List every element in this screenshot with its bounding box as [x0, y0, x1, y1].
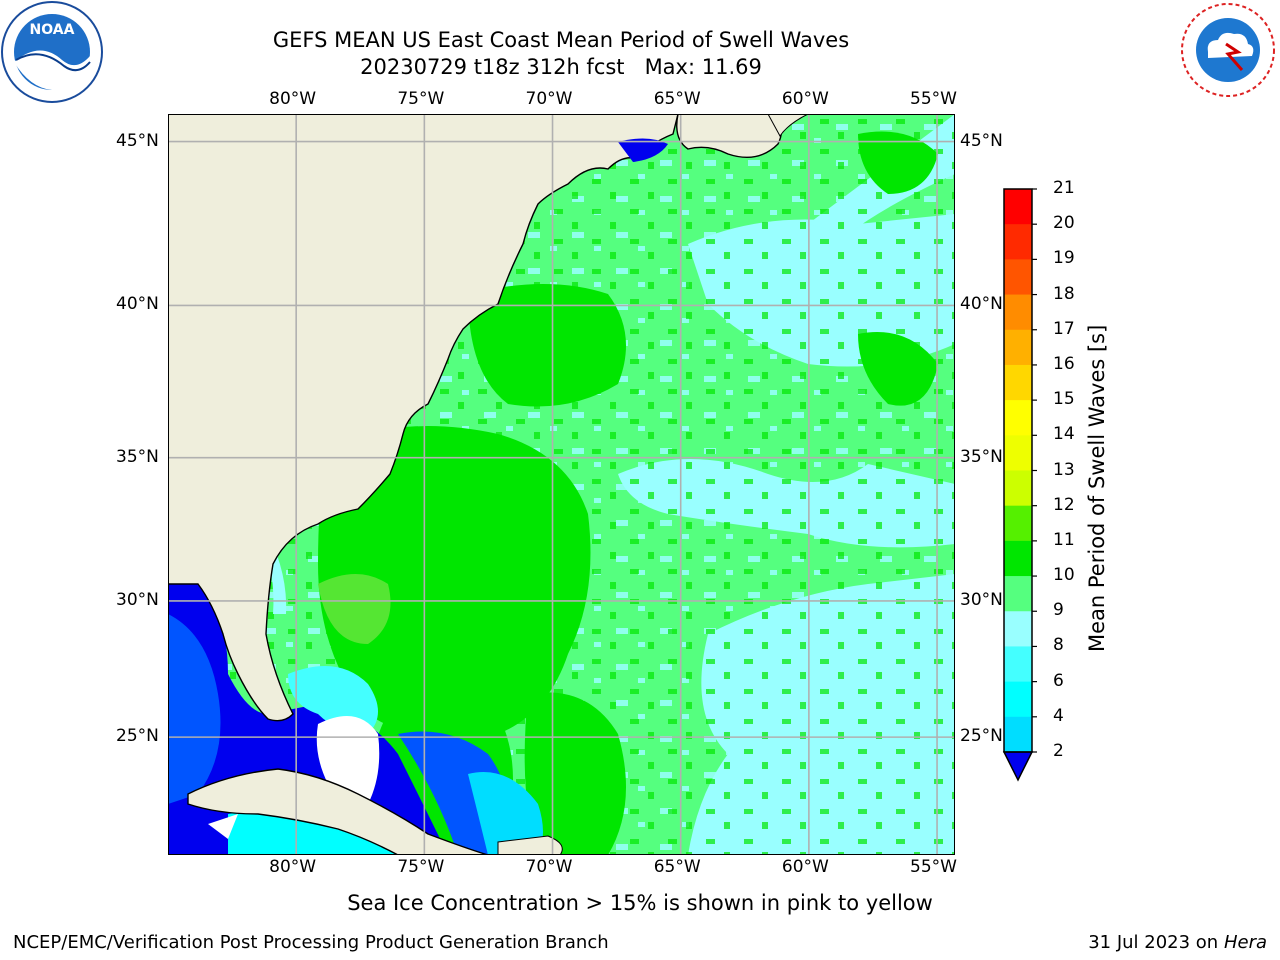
noaa-logo-text: NOAA: [30, 22, 75, 38]
lat-tick-label: 40°N: [116, 294, 159, 315]
lat-tick-label: 25°N: [960, 726, 1003, 747]
lon-tick-label: 55°W: [910, 857, 957, 877]
colorbar-tick-label: 19: [1053, 248, 1075, 269]
colorbar-segment: [1004, 576, 1032, 612]
colorbar: [1002, 188, 1037, 782]
lon-tick-label: 80°W: [269, 89, 317, 109]
map-panel: [168, 114, 955, 855]
lat-tick-label: 25°N: [116, 726, 159, 747]
colorbar-tick-label: 15: [1053, 389, 1075, 410]
colorbar-segment: [1004, 681, 1032, 718]
lon-tick-label: 65°W: [653, 857, 701, 877]
footer-credit: NCEP/EMC/Verification Post Processing Pr…: [13, 932, 609, 953]
lon-tick-label: 70°W: [525, 89, 573, 109]
lon-tick-label: 75°W: [397, 857, 445, 877]
colorbar-segment: [1004, 189, 1032, 225]
colorbar-segment: [1004, 294, 1032, 331]
colorbar-segment: [1004, 611, 1032, 647]
colorbar-tick-label: 16: [1053, 353, 1075, 374]
colorbar-segment: [1004, 716, 1032, 753]
colorbar-tick-label: 12: [1053, 494, 1075, 515]
colorbar-segment: [1004, 470, 1032, 507]
footer-date-text: 31 Jul 2023 on: [1088, 932, 1224, 953]
lat-tick-label: 45°N: [116, 130, 159, 151]
colorbar-segment: [1004, 364, 1032, 401]
colorbar-segment: [1004, 435, 1032, 471]
colorbar-segment: [1004, 646, 1032, 683]
nws-logo: [1180, 2, 1276, 98]
sea-ice-note: Sea Ice Concentration > 15% is shown in …: [347, 891, 933, 915]
colorbar-segment: [1004, 329, 1032, 366]
colorbar-label: Mean Period of Swell Waves [s]: [1085, 324, 1109, 652]
colorbar-tick-label: 4: [1053, 705, 1064, 726]
colorbar-tick-label: 9: [1053, 600, 1064, 621]
colorbar-tick-label: 14: [1053, 424, 1075, 445]
lon-tick-label: 75°W: [397, 89, 445, 109]
footer-machine: Hera: [1223, 932, 1267, 953]
lon-tick-label: 70°W: [525, 857, 573, 877]
colorbar-tick-label: 6: [1053, 670, 1064, 691]
colorbar-tick-label: 20: [1053, 213, 1075, 234]
colorbar-tick-label: 8: [1053, 635, 1064, 656]
colorbar-tick-label: 10: [1053, 565, 1075, 586]
colorbar-segment: [1004, 540, 1032, 577]
colorbar-underflow-arrow: [1002, 751, 1034, 782]
lat-tick-label: 40°N: [960, 294, 1003, 315]
lon-tick-label: 60°W: [781, 89, 829, 109]
lat-tick-label: 35°N: [116, 446, 159, 467]
lon-tick-label: 65°W: [653, 89, 701, 109]
colorbar-segment: [1004, 400, 1032, 436]
colorbar-segment: [1004, 505, 1032, 542]
lat-tick-label: 30°N: [960, 589, 1003, 610]
colorbar-tick-label: 2: [1053, 741, 1064, 761]
footer-date: 31 Jul 2023 on Hera: [1088, 932, 1267, 953]
lat-tick-label: 35°N: [960, 446, 1003, 467]
lon-tick-label: 80°W: [269, 857, 317, 877]
colorbar-segment: [1004, 259, 1032, 296]
noaa-logo: NOAA: [1, 1, 103, 103]
colorbar-segment: [1004, 224, 1032, 260]
colorbar-tick-label: 11: [1053, 529, 1075, 550]
colorbar-tick-label: 21: [1053, 178, 1075, 198]
map-subtitle: 20230729 t18z 312h fcst Max: 11.69: [360, 55, 762, 79]
lat-tick-label: 30°N: [116, 589, 159, 610]
lon-tick-label: 60°W: [781, 857, 829, 877]
colorbar-tick-label: 18: [1053, 283, 1075, 304]
land-cuba: [187, 768, 489, 855]
lon-tick-label: 55°W: [910, 89, 957, 109]
lat-tick-label: 45°N: [960, 130, 1003, 151]
swell-max-core: [318, 574, 391, 644]
map-title: GEFS MEAN US East Coast Mean Period of S…: [272, 28, 850, 52]
colorbar-tick-label: 17: [1053, 318, 1075, 339]
colorbar-tick-label: 13: [1053, 459, 1075, 480]
